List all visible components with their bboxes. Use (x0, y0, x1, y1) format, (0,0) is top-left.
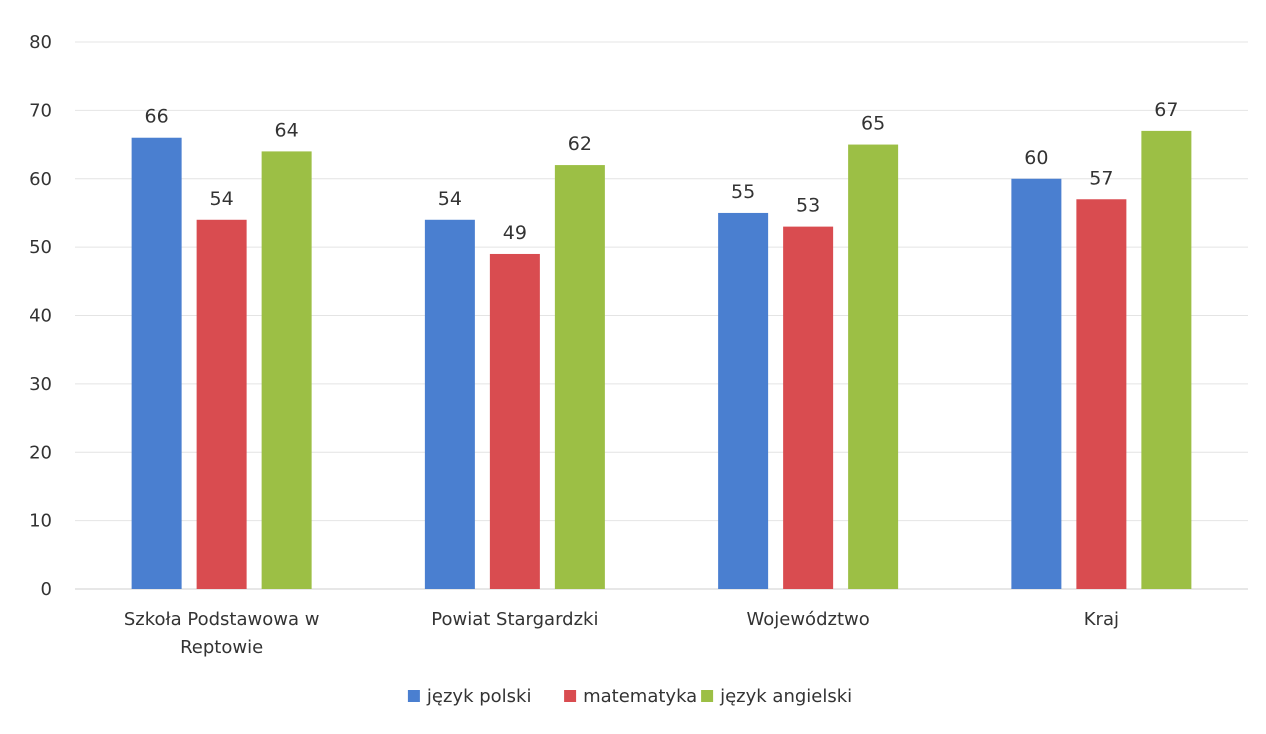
x-category-label: Kraj (1084, 609, 1119, 630)
legend-swatch (564, 690, 577, 702)
legend-label: język angielski (719, 686, 852, 707)
bar (718, 212, 769, 589)
bar (1011, 178, 1062, 589)
bar (848, 144, 899, 589)
data-label: 65 (861, 113, 885, 135)
bar (424, 219, 475, 589)
data-label: 53 (796, 195, 820, 217)
bars (131, 130, 1192, 590)
bar (1076, 199, 1127, 589)
y-tick-label: 50 (29, 237, 52, 258)
gridlines (75, 41, 1248, 590)
data-label: 62 (568, 133, 592, 155)
data-label: 60 (1024, 147, 1048, 169)
legend-label: matematyka (583, 686, 697, 707)
x-category-label: Reptowie (180, 637, 263, 658)
legend-label: język polski (426, 686, 532, 707)
bar (131, 137, 182, 589)
data-label: 55 (731, 181, 755, 203)
data-labels: 66 54 64 54 49 62 55 53 65 60 57 67 (145, 99, 1179, 244)
data-label: 54 (438, 188, 462, 210)
bar (489, 253, 540, 589)
y-tick-label: 40 (29, 306, 52, 327)
y-tick-label: 0 (41, 579, 52, 600)
y-tick-label: 60 (29, 169, 52, 190)
legend-swatch (407, 690, 420, 702)
bar (196, 219, 247, 589)
y-tick-label: 70 (29, 100, 52, 121)
y-tick-label: 30 (29, 374, 52, 395)
x-category-label: Szkoła Podstawowa w (124, 609, 320, 630)
bar (1141, 130, 1192, 589)
legend-swatch (701, 690, 714, 702)
data-label: 67 (1154, 99, 1178, 121)
data-label: 49 (503, 222, 527, 244)
data-label: 66 (145, 106, 169, 128)
y-tick-label: 10 (29, 511, 52, 532)
data-label: 57 (1089, 167, 1113, 189)
legend: język polski matematyka język angielski (407, 686, 852, 707)
bar (261, 151, 312, 589)
data-label: 54 (210, 188, 234, 210)
y-axis-ticks: 0 10 20 30 40 50 60 70 80 (29, 32, 52, 600)
x-category-label: Województwo (747, 609, 870, 630)
y-tick-label: 80 (29, 32, 52, 53)
bar (554, 165, 605, 589)
data-label: 64 (275, 119, 299, 141)
x-category-label: Powiat Stargardzki (431, 609, 598, 630)
x-axis-categories: Szkoła Podstawowa w Reptowie Powiat Starga… (124, 609, 1119, 658)
y-tick-label: 20 (29, 442, 52, 463)
bar (783, 226, 834, 590)
